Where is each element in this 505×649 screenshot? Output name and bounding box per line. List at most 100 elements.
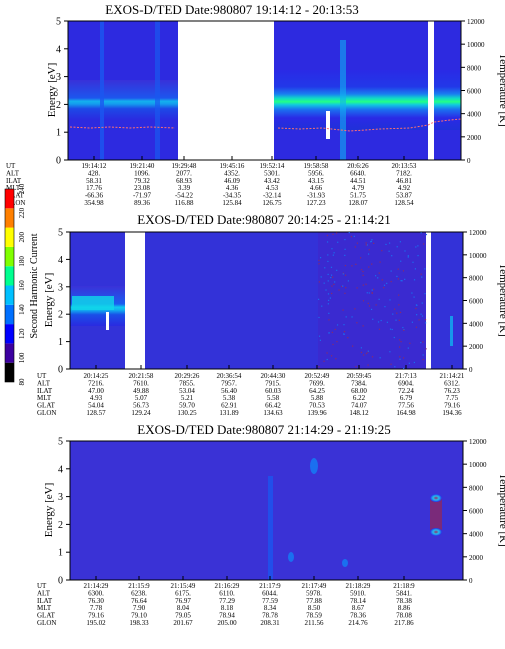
y2tick-label: 6000 xyxy=(469,508,484,516)
panel-3-plot-bg xyxy=(70,441,463,580)
noise-dot xyxy=(420,273,422,275)
panel-1-temperature-trace-left xyxy=(69,126,176,129)
noise-dot xyxy=(366,244,368,246)
noise-dot xyxy=(389,242,391,244)
ephemeris-value: 21:17:49 xyxy=(302,582,327,590)
colorbar-swatch xyxy=(5,246,14,267)
colorbar-swatch xyxy=(5,324,14,344)
noise-dot xyxy=(342,309,344,311)
noise-dot xyxy=(416,304,418,306)
noise-dot xyxy=(398,294,400,296)
ephemeris-value: 4.53 xyxy=(266,184,279,192)
ephemeris-value: 79.16 xyxy=(444,402,460,410)
y2tick-label: 8000 xyxy=(469,484,484,492)
noise-dot xyxy=(326,358,328,361)
noise-dot xyxy=(390,280,392,283)
noise-dot xyxy=(344,238,346,241)
ephemeris-value: 56.40 xyxy=(221,387,237,395)
noise-dot xyxy=(407,347,409,349)
noise-dot xyxy=(367,350,369,352)
noise-dot xyxy=(414,268,416,270)
noise-dot xyxy=(379,261,381,263)
ephemeris-value: 7855. xyxy=(179,379,195,387)
colorbar-tick-label: 160 xyxy=(18,280,26,291)
ephemeris-value: 8.86 xyxy=(398,604,411,612)
noise-dot xyxy=(336,269,338,271)
noise-dot xyxy=(423,243,425,245)
noise-dot xyxy=(323,360,325,362)
noise-dot xyxy=(398,304,400,306)
panel-1-gap xyxy=(178,21,274,160)
panel-2-ylabel: Energy [eV] xyxy=(43,273,55,327)
ephemeris-row-label: GLON xyxy=(37,409,56,417)
ephemeris-row-label: GLAT xyxy=(37,402,56,410)
noise-dot xyxy=(336,341,338,343)
panel-1-title: EXOS-D/TED Date:980807 19:14:12 - 20:13:… xyxy=(105,2,358,17)
noise-dot xyxy=(400,280,402,282)
ytick-label: 0 xyxy=(58,576,63,587)
ephemeris-row-label: GLAT xyxy=(6,192,25,200)
panel-2-right-feature xyxy=(450,316,453,346)
noise-dot xyxy=(351,316,353,318)
ephemeris-value: 79.10 xyxy=(131,612,147,620)
noise-dot xyxy=(421,302,423,304)
ephemeris-value: 7957. xyxy=(221,379,237,387)
ephemeris-value: 20:6:26 xyxy=(347,162,369,170)
noise-dot xyxy=(337,241,339,243)
colorbar-ticks: 80 100 120 140 160 180 200 220 240 xyxy=(18,183,26,385)
noise-dot xyxy=(362,300,365,302)
noise-dot xyxy=(367,364,369,366)
noise-dot xyxy=(341,285,343,288)
colorbar-tick-label: 180 xyxy=(18,256,26,267)
noise-dot xyxy=(425,348,427,350)
y2tick-label: 2000 xyxy=(469,554,484,562)
ephemeris-value: 19:52:14 xyxy=(260,162,285,170)
ephemeris-value: 6.22 xyxy=(353,394,366,402)
ephemeris-value: 5301. xyxy=(264,169,280,177)
noise-dot xyxy=(362,284,364,286)
noise-dot xyxy=(338,289,340,291)
noise-dot xyxy=(420,232,422,234)
ephemeris-value: 129.24 xyxy=(131,409,151,417)
panel-2-dropout xyxy=(106,312,109,330)
noise-dot xyxy=(328,299,330,301)
noise-dot xyxy=(403,328,405,331)
ephemeris-value: 3.39 xyxy=(178,184,191,192)
noise-dot xyxy=(399,346,401,348)
noise-dot xyxy=(396,246,398,248)
noise-dot xyxy=(371,239,373,241)
panel-1-axes: 0 1 2 3 4 5 0 2000 4000 6000 8000 10000 12000 xyxy=(56,17,485,167)
ephemeris-value: 7699. xyxy=(309,379,325,387)
panel-1: EXOS-D/TED Date:980807 19:14:12 - 20:13:… xyxy=(6,2,505,207)
ytick-label: 2 xyxy=(58,310,63,321)
colorbar: 80 100 120 140 160 180 200 220 240 Second Harmon… xyxy=(4,183,40,386)
colorbar-tick-label: 200 xyxy=(18,232,26,243)
ephemeris-value: 21:16:29 xyxy=(215,582,240,590)
noise-dot xyxy=(356,322,358,324)
noise-dot xyxy=(388,250,390,252)
noise-dot xyxy=(345,316,347,318)
ephemeris-row-label: ILAT xyxy=(37,597,53,605)
noise-dot xyxy=(415,307,417,310)
ephemeris-row-label: UT xyxy=(37,372,47,380)
colorbar-swatch xyxy=(5,189,14,209)
ephemeris-value: 5.38 xyxy=(223,394,236,402)
ephemeris-value: 6175. xyxy=(175,589,191,597)
ephemeris-value: 20:21:58 xyxy=(129,372,154,380)
ytick-label: 0 xyxy=(58,365,63,376)
ephemeris-value: 43.15 xyxy=(308,177,324,185)
ephemeris-value: 164.98 xyxy=(396,409,416,417)
ephemeris-value: 211.56 xyxy=(305,619,324,627)
noise-dot xyxy=(351,345,354,347)
ephemeris-value: 5.58 xyxy=(267,394,280,402)
noise-dot xyxy=(368,292,370,294)
ephemeris-row-label: ILAT xyxy=(37,387,53,395)
ephemeris-value: 76.23 xyxy=(444,387,460,395)
panel-1-y2label: Temperature [K] xyxy=(497,53,505,126)
y2tick-label: 0 xyxy=(469,577,473,585)
ephemeris-value: 5.21 xyxy=(181,394,194,402)
ephemeris-value: 4.36 xyxy=(226,184,239,192)
ephemeris-value: 205.00 xyxy=(217,619,237,627)
noise-dot xyxy=(407,256,409,258)
ephemeris-value: 8.18 xyxy=(221,604,234,612)
